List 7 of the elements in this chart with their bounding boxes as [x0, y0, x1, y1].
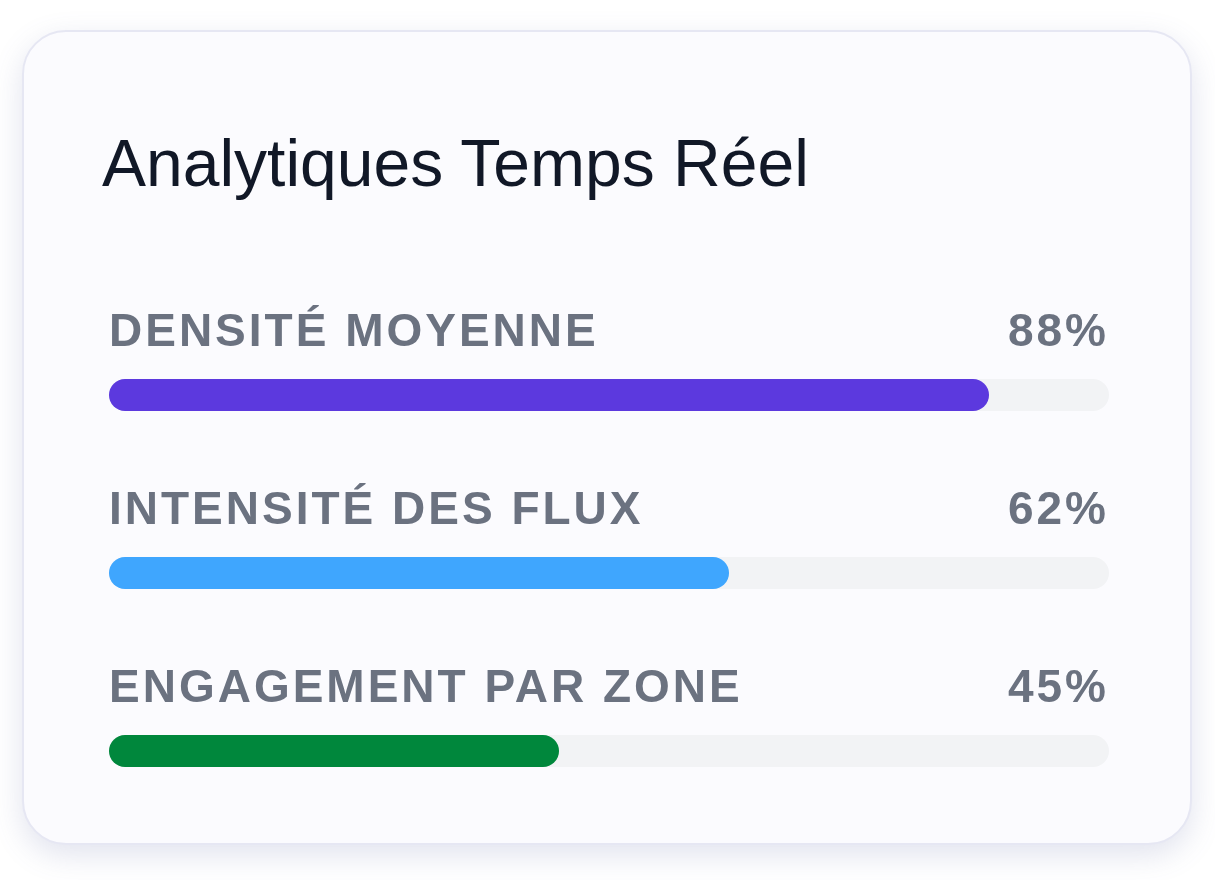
- y-tick-label: INTENSITÉ DES FLUX: [109, 482, 644, 534]
- chart-title: Analytiques Temps Réel: [102, 126, 809, 200]
- data-label: 88%: [1007, 304, 1109, 356]
- y-tick-label: ENGAGEMENT PAR ZONE: [109, 660, 743, 712]
- y-tick-label: DENSITÉ MOYENNE: [109, 304, 599, 356]
- data-label: 62%: [1007, 482, 1109, 534]
- data-label: 45%: [1007, 660, 1109, 712]
